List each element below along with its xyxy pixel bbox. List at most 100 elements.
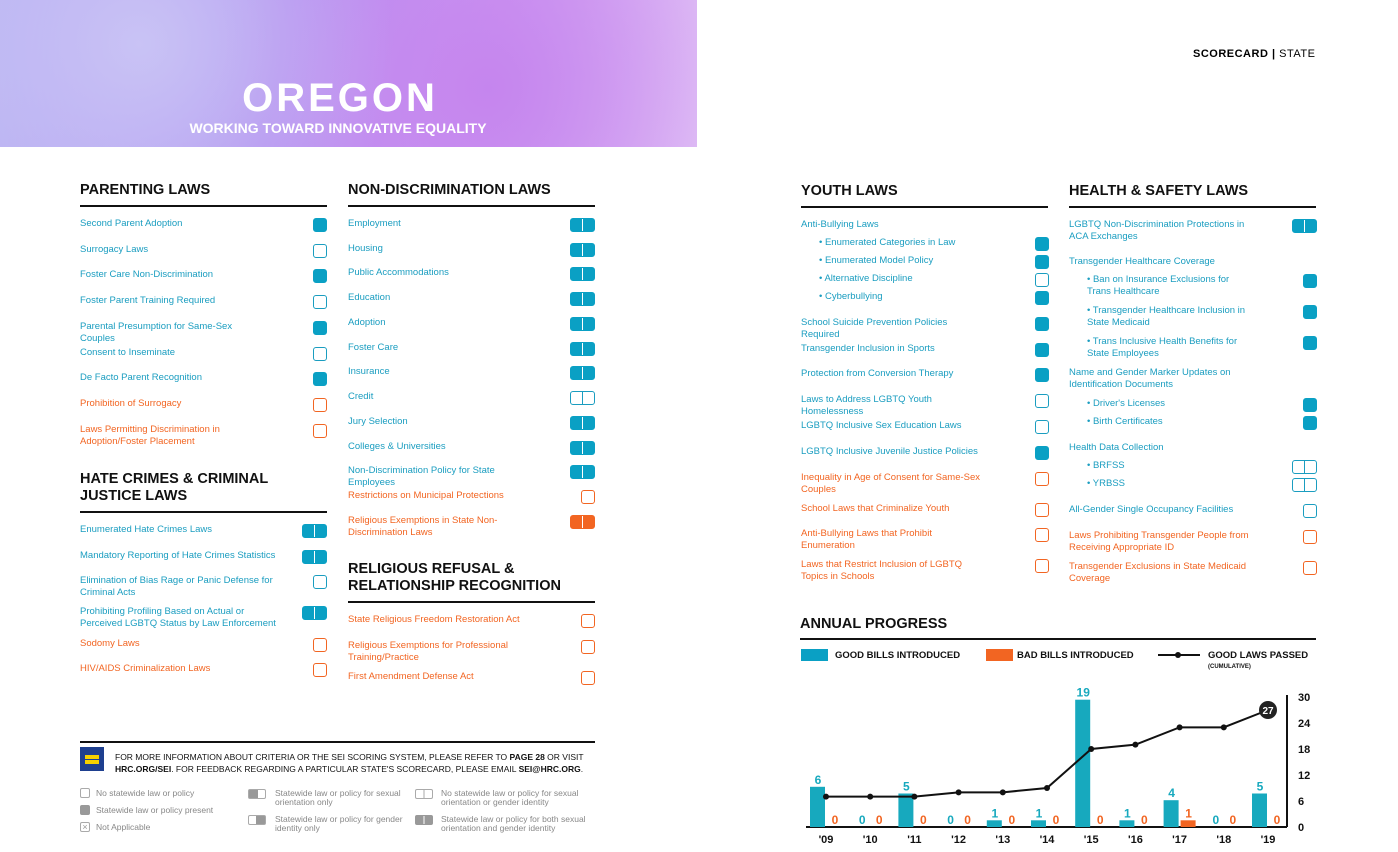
status-box-icon — [313, 295, 327, 309]
double-full-icon — [415, 815, 433, 825]
law-label: Laws Permitting Discrimination in Adopti… — [80, 424, 220, 447]
status-box-icon — [302, 606, 327, 620]
law-label: Consent to Inseminate — [80, 347, 176, 358]
law-label: Foster Parent Training Required — [80, 295, 216, 306]
status-box-icon — [1035, 255, 1049, 269]
status-box-icon — [570, 342, 595, 356]
footer-note: FOR MORE INFORMATION ABOUT CRITERIA OR T… — [115, 751, 595, 775]
law-label: • Cyberbullying — [819, 291, 883, 302]
x-tick-label: '12 — [951, 834, 966, 846]
law-label: Laws that Restrict Inclusion of LGBTQ To… — [801, 559, 963, 582]
status-box-icon — [570, 366, 595, 380]
x-tick-label: '15 — [1084, 834, 1099, 846]
law-label: Foster Care Non-Discrimination — [80, 269, 214, 280]
filled-box-icon — [80, 805, 90, 815]
status-box-icon — [1035, 317, 1049, 331]
status-box-icon — [570, 292, 595, 306]
status-box-icon — [1035, 291, 1049, 305]
status-box-icon — [313, 663, 327, 677]
status-box-icon — [1035, 237, 1049, 251]
bad-bar — [1180, 820, 1196, 827]
line-point — [955, 789, 962, 796]
law-label: School Laws that Criminalize Youth — [801, 503, 950, 514]
law-label: Restrictions on Municipal Protections — [348, 490, 504, 501]
law-label: Adoption — [348, 317, 386, 328]
status-box-icon — [1292, 219, 1317, 233]
status-box-icon — [1303, 504, 1317, 518]
law-label: • Driver's Licenses — [1087, 398, 1165, 409]
y-tick-label: 30 — [1298, 692, 1310, 704]
law-label: Health Data Collection — [1069, 442, 1164, 453]
good-value-label: 0 — [859, 813, 866, 827]
bad-value-label: 0 — [1008, 813, 1015, 827]
bad-value-label: 0 — [832, 813, 839, 827]
section-divider — [80, 205, 327, 207]
bad-value-label: 0 — [1141, 813, 1148, 827]
legend-line-label: GOOD LAWS PASSED — [1208, 650, 1309, 661]
status-box-icon — [581, 490, 595, 504]
x-tick-label: '17 — [1172, 834, 1187, 846]
status-box-icon — [1035, 343, 1049, 357]
law-label: • Trans Inclusive Health Benefits for St… — [1087, 336, 1238, 359]
status-box-icon — [1035, 528, 1049, 542]
state-title: OREGON — [242, 76, 438, 120]
hrc-logo — [80, 747, 104, 771]
double-empty-icon — [415, 789, 433, 799]
bad-value-label: 0 — [1274, 813, 1281, 827]
y-tick-label: 0 — [1298, 822, 1304, 834]
half-right-icon — [248, 815, 266, 825]
law-label: Prohibition of Surrogacy — [80, 398, 182, 409]
legend-item: No statewide law or policy for sexual or… — [441, 788, 579, 807]
law-label: Foster Care — [348, 342, 399, 353]
email-link[interactable]: SEI@HRC.ORG — [518, 764, 581, 774]
x-tick-label: '14 — [1040, 834, 1056, 846]
health-section-title: HEALTH & SAFETY LAWS — [1069, 183, 1249, 199]
x-tick-label: '18 — [1216, 834, 1231, 846]
law-label: Transgender Exclusions in State Medicaid… — [1069, 561, 1247, 584]
law-label: Credit — [348, 391, 374, 402]
status-box-icon — [570, 391, 595, 405]
final-value-label: 27 — [1262, 706, 1274, 717]
section-divider — [348, 205, 595, 207]
status-box-icon — [313, 424, 327, 438]
law-label: • Ban on Insurance Exclusions for Trans … — [1087, 274, 1230, 297]
law-label: • BRFSS — [1087, 460, 1125, 471]
scorecard-label: SCORECARD | STATE — [1193, 48, 1316, 60]
religious-section-title: RELIGIOUS REFUSAL & RELATIONSHIP RECOGNI… — [348, 561, 561, 594]
sei-link[interactable]: HRC.ORG/SEI — [115, 764, 172, 774]
status-box-icon — [313, 372, 327, 386]
law-label: Enumerated Hate Crimes Laws — [80, 524, 212, 535]
law-label: Anti-Bullying Laws — [801, 219, 879, 230]
line-point — [1132, 741, 1139, 748]
status-box-icon — [313, 398, 327, 412]
law-label: LGBTQ Inclusive Sex Education Laws — [801, 420, 962, 431]
status-box-icon — [313, 638, 327, 652]
law-label: Parental Presumption for Same-Sex Couple… — [80, 321, 233, 344]
good-value-label: 5 — [903, 780, 910, 794]
law-label: HIV/AIDS Criminalization Laws — [80, 663, 211, 674]
law-label: Second Parent Adoption — [80, 218, 183, 229]
parenting-section-title: PARENTING LAWS — [80, 182, 211, 198]
status-box-icon — [570, 416, 595, 430]
y-tick-label: 24 — [1298, 718, 1311, 730]
note-text: . FOR FEEDBACK REGARDING A PARTICULAR ST… — [171, 764, 519, 774]
legend-good-swatch — [801, 649, 828, 661]
line-point — [1044, 785, 1050, 791]
status-box-icon — [313, 321, 327, 335]
status-box-icon — [570, 465, 595, 479]
status-box-icon — [1292, 460, 1317, 474]
note-text: OR VISIT — [544, 752, 584, 762]
law-label: LGBTQ Inclusive Juvenile Justice Policie… — [801, 446, 978, 457]
status-box-icon — [1303, 274, 1317, 288]
law-label: Transgender Inclusion in Sports — [801, 343, 935, 354]
line-point — [1088, 746, 1095, 752]
status-box-icon — [1303, 305, 1317, 319]
empty-box-icon — [80, 788, 90, 798]
law-label: Elimination of Bias Rage or Panic Defens… — [80, 575, 273, 598]
law-label: Protection from Conversion Therapy — [801, 368, 954, 379]
legend-bad-label: BAD BILLS INTRODUCED — [1017, 650, 1134, 661]
status-box-icon — [581, 614, 595, 628]
good-bar — [1252, 793, 1267, 827]
x-tick-label: '19 — [1261, 834, 1276, 846]
final-value-badge — [1259, 701, 1277, 719]
